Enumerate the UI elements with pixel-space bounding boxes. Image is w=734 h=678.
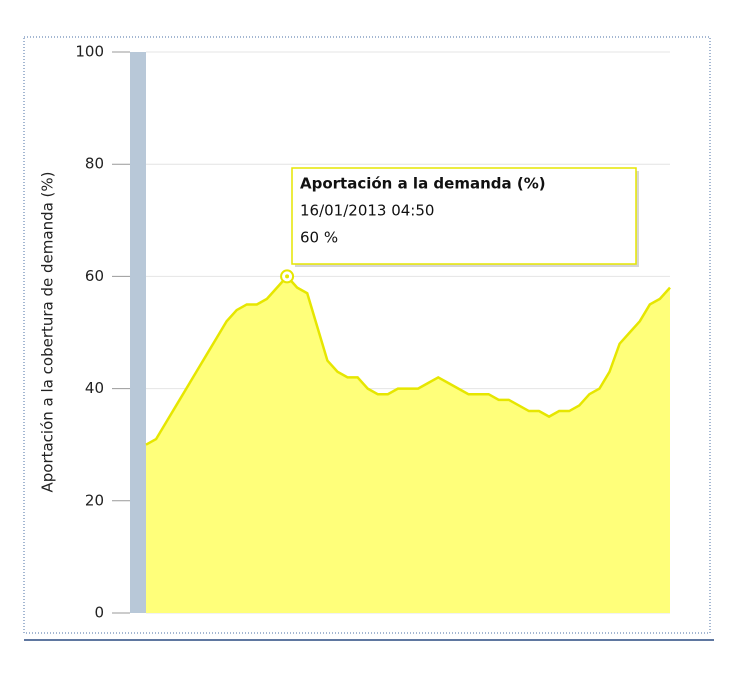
hover-marker-dot xyxy=(285,274,290,279)
y-tick-label: 80 xyxy=(85,155,104,173)
y-tick-label: 40 xyxy=(85,379,104,397)
y-tick-label: 0 xyxy=(94,604,104,622)
frame xyxy=(23,36,711,634)
line xyxy=(145,274,671,446)
tooltip: Aportación a la demanda (%) 16/01/2013 0… xyxy=(291,167,639,267)
y-tick-label: 20 xyxy=(85,491,104,509)
tooltip-time: 16/01/2013 04:50 xyxy=(300,202,434,220)
y-tick-label: 100 xyxy=(75,43,104,61)
axis-band xyxy=(130,52,146,613)
plot xyxy=(145,269,671,613)
area xyxy=(146,276,670,613)
tooltip-box xyxy=(291,167,637,265)
tooltip-value: 60 % xyxy=(300,229,338,247)
tooltip-title: Aportación a la demanda (%) xyxy=(300,175,546,193)
y-axis-title: Aportación a la cobertura de demanda (%) xyxy=(39,171,57,492)
y-tick-label: 60 xyxy=(85,267,104,285)
